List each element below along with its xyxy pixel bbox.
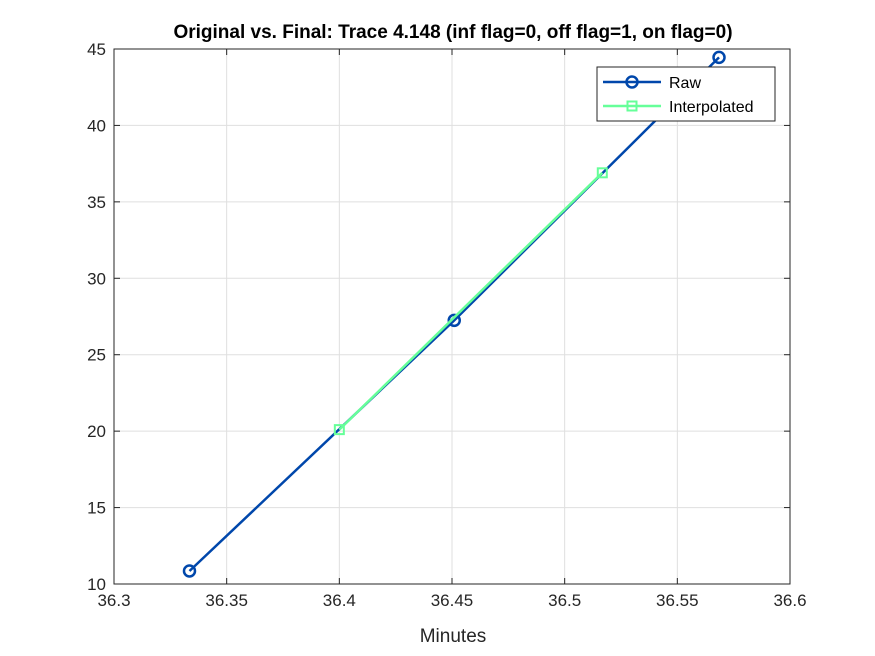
x-tick-label-4: 36.5: [548, 591, 581, 610]
series-interpolated: [333, 167, 608, 436]
legend-item-raw: Raw: [603, 75, 701, 92]
series-line-interpolated: [338, 171, 604, 431]
y-tick-label-7: 45: [87, 40, 106, 59]
data-point-raw-0: [182, 564, 197, 578]
legend-label-interpolated: Interpolated: [669, 99, 754, 116]
legend-item-interpolated: Interpolated: [603, 99, 754, 116]
x-tick-label-3: 36.45: [431, 591, 474, 610]
legend-box: [596, 66, 776, 122]
data-point-raw-2: [712, 50, 726, 65]
y-tick-label-0: 10: [87, 575, 106, 594]
series-raw: [182, 50, 726, 578]
tick-labels: 36.3 36.35 36.4 36.45 36.5 36.55 36.6 10 15 20 25 3…: [87, 40, 806, 610]
x-axis-label: Minutes: [420, 626, 487, 647]
chart-title: Original vs. Final: Trace 4.148 (inf fla…: [173, 22, 732, 43]
x-tick-label-0: 36.3: [97, 591, 130, 610]
x-tick-label-6: 36.6: [773, 591, 806, 610]
y-tick-label-4: 30: [87, 269, 106, 288]
legend-label-raw: Raw: [669, 75, 701, 92]
data-point-interpolated-1: [596, 167, 608, 179]
x-tick-label-2: 36.4: [323, 591, 356, 610]
data-point-raw-1: [447, 313, 462, 328]
legend-marker-interpolated: [626, 100, 638, 112]
legend: Raw Interpolated: [596, 66, 776, 122]
data-point-interpolated-0: [333, 424, 345, 436]
y-tick-label-6: 40: [87, 116, 106, 135]
x-tick-label-5: 36.55: [656, 591, 699, 610]
x-tick-label-1: 36.35: [205, 591, 248, 610]
legend-marker-raw: [625, 75, 639, 89]
y-tick-label-2: 20: [87, 422, 106, 441]
y-tick-label-3: 25: [87, 346, 106, 365]
series-line-raw: [188, 56, 720, 572]
series-layer: [182, 50, 726, 578]
y-tick-label-5: 35: [87, 193, 106, 212]
y-tick-label-1: 15: [87, 499, 106, 518]
